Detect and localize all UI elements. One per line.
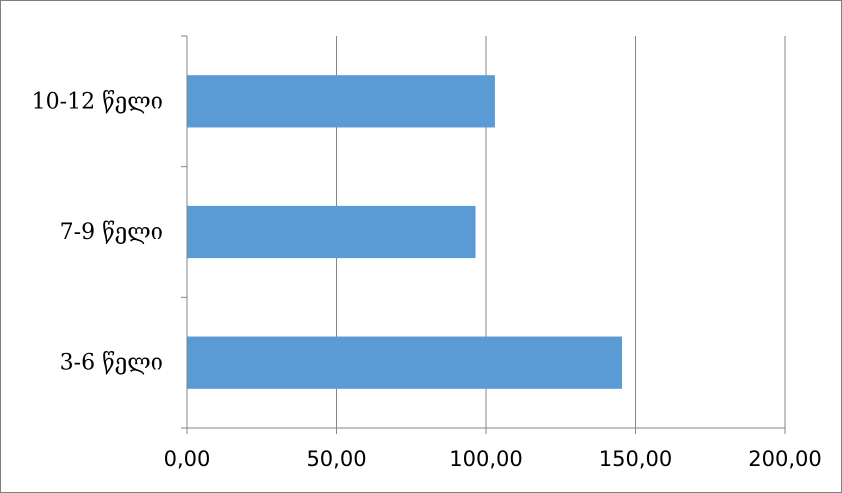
y-tick-label-2: 10-12 წელი: [32, 89, 163, 114]
x-tick-label-1: 50,00: [306, 447, 366, 471]
x-tick-label-3: 150,00: [599, 447, 672, 471]
bar-2: [187, 75, 495, 128]
y-tick-label-0: 3-6 წელი: [60, 351, 163, 376]
bars: [187, 75, 623, 389]
bar-0: [187, 336, 623, 389]
x-tick-label-4: 200,00: [748, 447, 821, 471]
y-tick-label-1: 7-9 წელი: [60, 220, 163, 245]
x-tick-label-0: 0,00: [164, 447, 211, 471]
tick-labels: 3-6 წელი 7-9 წელი 10-12 წელი 0,00 50,00 100,0…: [32, 89, 822, 471]
bar-1: [187, 205, 476, 259]
axes: [181, 35, 786, 434]
x-tick-label-2: 100,00: [449, 447, 522, 471]
